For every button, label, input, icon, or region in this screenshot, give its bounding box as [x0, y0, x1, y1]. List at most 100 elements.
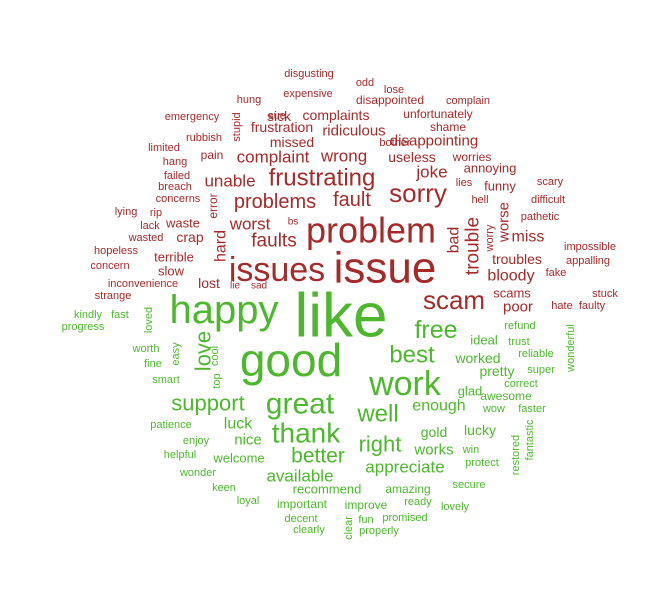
word-problems: problems: [234, 191, 316, 213]
word-lucky: lucky: [464, 422, 496, 438]
word-missed: missed: [270, 134, 314, 150]
word-protect: protect: [465, 457, 499, 469]
word-rip: rip: [150, 207, 162, 219]
word-love: love: [191, 331, 216, 371]
word-ridiculous: ridiculous: [322, 123, 385, 140]
word-sue: sue: [268, 110, 286, 122]
word-fault: fault: [333, 189, 371, 211]
word-worry: worry: [484, 224, 496, 252]
word-frustration: frustration: [251, 119, 313, 135]
word-worse: worse: [496, 202, 513, 243]
word-unable: unable: [204, 172, 255, 191]
word-bs: bs: [288, 217, 299, 228]
word-fine: fine: [144, 358, 162, 370]
word-bloody: bloody: [487, 268, 534, 285]
word-refund: refund: [504, 320, 535, 332]
word-useless: useless: [388, 149, 435, 165]
word-welcome: welcome: [212, 451, 264, 466]
word-wonder: wonder: [179, 467, 216, 479]
word-faulty: faulty: [579, 300, 606, 312]
word-expensive: expensive: [283, 88, 333, 100]
word-appalling: appalling: [566, 255, 610, 267]
word-enjoy: enjoy: [183, 435, 210, 447]
word-crap: crap: [176, 229, 203, 245]
word-impossible: impossible: [564, 241, 616, 253]
word-annoying: annoying: [464, 161, 517, 176]
word-keen: keen: [212, 482, 236, 494]
word-helpful: helpful: [164, 449, 196, 461]
word-wonderful: wonderful: [565, 324, 577, 373]
word-pretty: pretty: [479, 363, 514, 379]
word-support: support: [171, 391, 244, 416]
word-pain: pain: [201, 148, 224, 162]
word-unfortunately: unfortunately: [403, 107, 472, 121]
word-easy: easy: [170, 342, 182, 366]
word-disappointed: disappointed: [356, 93, 424, 107]
word-problem: problem: [306, 210, 436, 251]
word-faults: faults: [251, 231, 296, 252]
word-glad: glad: [458, 384, 483, 399]
word-complaint: complaint: [237, 148, 310, 167]
word-enough: enough: [412, 398, 465, 415]
word-thank: thank: [272, 418, 341, 449]
word-fun: fun: [358, 514, 373, 526]
word-scary: scary: [537, 176, 564, 188]
word-gold: gold: [421, 424, 447, 440]
word-trust: trust: [508, 336, 529, 348]
word-breach: breach: [158, 181, 192, 193]
word-rubbish: rubbish: [186, 132, 222, 144]
word-win: win: [462, 444, 480, 456]
word-waste: waste: [165, 216, 200, 231]
word-emergency: emergency: [165, 111, 220, 123]
word-promised: promised: [382, 512, 427, 524]
word-smart: smart: [152, 374, 180, 386]
word-troubles: troubles: [492, 251, 542, 267]
word-stuck: stuck: [592, 288, 618, 300]
word-great: great: [266, 388, 335, 421]
word-top: top: [211, 373, 223, 388]
word-concern: concern: [90, 260, 129, 272]
word-limited: limited: [148, 142, 180, 154]
word-best: best: [389, 342, 435, 369]
word-right: right: [359, 432, 402, 457]
word-clear: clear: [343, 516, 355, 540]
word-failed: failed: [164, 170, 190, 182]
word-restored: restored: [510, 435, 522, 475]
word-concerns: concerns: [156, 193, 201, 205]
word-loved: loved: [143, 307, 155, 333]
word-faster: faster: [518, 403, 546, 415]
word-scam: scam: [423, 285, 485, 315]
word-worries: worries: [452, 150, 492, 164]
word-slow: slow: [158, 264, 185, 279]
word-nice: nice: [234, 432, 262, 449]
word-improve: improve: [345, 498, 388, 512]
word-important: important: [277, 497, 328, 511]
word-joke: joke: [415, 163, 447, 182]
word-hate: hate: [551, 300, 572, 312]
word-lost: lost: [198, 275, 220, 291]
word-good: good: [240, 334, 342, 386]
word-poor: poor: [503, 299, 533, 316]
word-lies: lies: [456, 177, 473, 189]
word-fantastic: fantastic: [524, 419, 536, 460]
word-pathetic: pathetic: [521, 211, 560, 223]
word-lying: lying: [115, 206, 138, 218]
word-loyal: loyal: [237, 495, 260, 507]
word-wow: wow: [482, 403, 505, 415]
word-works: works: [413, 442, 453, 459]
word-lack: lack: [140, 220, 160, 232]
word-trouble: trouble: [463, 217, 484, 275]
word-available: available: [266, 467, 333, 486]
word-ready: ready: [404, 496, 432, 508]
word-complain: complain: [446, 95, 490, 107]
word-appreciate: appreciate: [365, 458, 444, 477]
word-stupid: stupid: [231, 112, 243, 141]
word-disgusting: disgusting: [284, 68, 334, 80]
word-odd: odd: [356, 77, 374, 89]
word-fast: fast: [111, 309, 129, 321]
word-better: better: [291, 445, 345, 468]
word-secure: secure: [452, 479, 485, 491]
word-hell: hell: [471, 194, 488, 206]
word-lovely: lovely: [441, 501, 470, 513]
